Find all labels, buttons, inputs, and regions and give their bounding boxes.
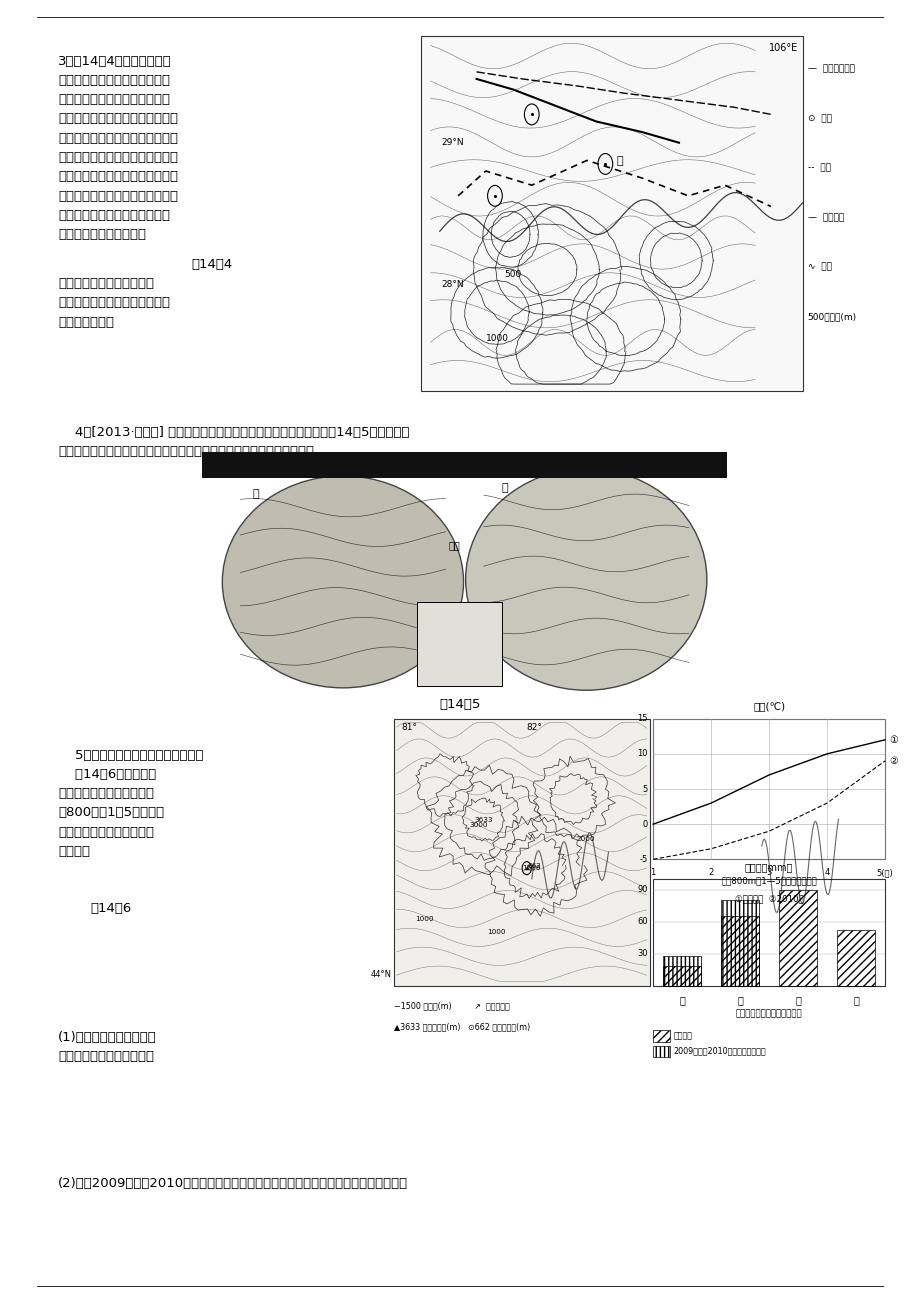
- Text: 图14－4: 图14－4: [191, 258, 232, 271]
- Bar: [720, 917, 759, 986]
- Text: 44°N: 44°N: [370, 970, 391, 979]
- Bar: [652, 879, 884, 986]
- Text: 500等高线(m): 500等高线(m): [807, 312, 856, 322]
- Text: 两区域中任选其一，概述其聚落分布特点和有利于农业生产的自然条件。: 两区域中任选其一，概述其聚落分布特点和有利于农业生产的自然条件。: [58, 445, 313, 458]
- Bar: [836, 930, 875, 986]
- Text: 降水量（mm）: 降水量（mm）: [744, 862, 792, 872]
- Text: 3: 3: [766, 868, 771, 878]
- Text: 28°N: 28°N: [441, 280, 464, 289]
- Text: -5: -5: [639, 855, 647, 863]
- Ellipse shape: [222, 475, 463, 687]
- Text: 拔800米处1－5月气温变: 拔800米处1－5月气温变: [58, 806, 164, 819]
- Text: 海拔800m处1—5月气温变化示意: 海拔800m处1—5月气温变化示意: [720, 876, 816, 885]
- Text: --  铁路: -- 铁路: [807, 164, 830, 173]
- Text: 60: 60: [636, 917, 647, 926]
- Bar: [652, 1030, 669, 1042]
- Text: 外。酿造该种白酒的原料主要为: 外。酿造该种白酒的原料主要为: [58, 94, 170, 107]
- Text: 化和图中城市附近的降水季: 化和图中城市附近的降水季: [58, 825, 153, 838]
- Text: 5(月): 5(月): [876, 868, 892, 878]
- Text: (2)指出2009年冬至2010年春该地区降水和气温的突出变化，并说明其对河谷地区农业生: (2)指出2009年冬至2010年春该地区降水和气温的突出变化，并说明其对河谷地…: [58, 1177, 408, 1190]
- Text: 地区进行农业生产的条件。: 地区进行农业生产的条件。: [58, 1051, 153, 1064]
- Text: 4．[2013·北京卷] 中华大地幅员辽阔，历史悠久，文化灿烂。读图14－5，在甲、乙: 4．[2013·北京卷] 中华大地幅员辽阔，历史悠久，文化灿烂。读图14－5，在…: [58, 426, 409, 439]
- Text: 图14－6中的三幅图: 图14－6中的三幅图: [58, 768, 156, 781]
- Text: 1: 1: [650, 868, 655, 878]
- Text: ▲3633 山峰及海拔(m)   ⊙662 城市及海拔(m): ▲3633 山峰及海拔(m) ⊙662 城市及海拔(m): [393, 1022, 529, 1031]
- Bar: [421, 36, 802, 391]
- Text: ②: ②: [889, 756, 898, 766]
- Text: ∿  河流: ∿ 河流: [807, 263, 831, 272]
- Text: 春: 春: [736, 995, 743, 1005]
- Text: 集，其中甲市出产的白酒驰名中: 集，其中甲市出产的白酒驰名中: [58, 74, 170, 87]
- Text: ⊙  城市: ⊙ 城市: [807, 115, 831, 124]
- Text: 1000: 1000: [485, 335, 508, 342]
- Text: −1500 等高线(m)         ↗  河流及瀑布: −1500 等高线(m) ↗ 河流及瀑布: [393, 1001, 509, 1010]
- Text: 29°N: 29°N: [441, 138, 464, 147]
- Text: 利与不利因素。: 利与不利因素。: [58, 315, 114, 328]
- Text: 0: 0: [641, 820, 647, 828]
- Text: 红高粱一般不施用化肥和农药。为: 红高粱一般不施用化肥和农药。为: [58, 151, 177, 164]
- Text: 城市附近降水量季节分配示意: 城市附近降水量季节分配示意: [735, 1009, 801, 1018]
- Text: 5．阅读图文材料，完成下列各题。: 5．阅读图文材料，完成下列各题。: [58, 749, 203, 762]
- Text: 90: 90: [637, 885, 647, 894]
- Text: 处种植糯红高粱，但糯红高粱离开: 处种植糯红高粱，但糯红高粱离开: [58, 190, 177, 203]
- Text: ①多年平均  ②2010年: ①多年平均 ②2010年: [734, 894, 802, 904]
- Bar: [777, 889, 817, 986]
- Text: —  高速公路: — 高速公路: [807, 214, 843, 223]
- Text: 110°: 110°: [422, 673, 438, 680]
- Text: 为了确保白酒品质，当地种植的糯: 为了确保白酒品质，当地种植的糯: [58, 132, 177, 145]
- Text: 质量变差、减产等问题。: 质量变差、减产等问题。: [58, 228, 146, 241]
- Text: 662: 662: [527, 862, 540, 868]
- Text: 乙: 乙: [501, 483, 508, 493]
- Text: 冬: 冬: [678, 995, 685, 1005]
- Bar: [662, 966, 700, 986]
- Text: 1000: 1000: [414, 915, 433, 922]
- Bar: [652, 719, 884, 859]
- Text: —  省级行政区界: — 省级行政区界: [807, 65, 854, 74]
- Text: 了增加产量，农业专家曾尝试在他: 了增加产量，农业专家曾尝试在他: [58, 171, 177, 184]
- Bar: [202, 452, 726, 478]
- Text: 图14－5: 图14－5: [439, 698, 480, 711]
- Text: 500: 500: [504, 271, 521, 279]
- Text: 106°E: 106°E: [768, 43, 798, 53]
- Text: 图14－6: 图14－6: [90, 902, 131, 915]
- Text: 甲: 甲: [616, 156, 622, 165]
- Text: 夏: 夏: [794, 995, 800, 1005]
- Text: ①: ①: [889, 734, 898, 745]
- Text: 甲: 甲: [252, 490, 259, 499]
- Text: 1000: 1000: [486, 930, 505, 935]
- Text: 1500: 1500: [522, 865, 540, 871]
- Text: 2000: 2000: [575, 836, 595, 842]
- Text: 10: 10: [637, 750, 647, 758]
- Text: 秋: 秋: [852, 995, 858, 1005]
- Text: 4: 4: [823, 868, 829, 878]
- Bar: [393, 719, 649, 986]
- Bar: [417, 602, 502, 686]
- Bar: [720, 900, 759, 986]
- Text: 3000: 3000: [469, 823, 487, 828]
- Text: 其原产地仅数十千米，便会出现: 其原产地仅数十千米，便会出现: [58, 208, 170, 221]
- Text: 15: 15: [637, 715, 647, 723]
- Text: 聚落: 聚落: [448, 540, 460, 551]
- Text: 分别示意某地区的地形、海: 分别示意某地区的地形、海: [58, 788, 153, 801]
- Text: 3．图14－4所示区域人口密: 3．图14－4所示区域人口密: [58, 55, 172, 68]
- Bar: [662, 956, 700, 986]
- Text: 边地区发展糯红高粱种植业的有: 边地区发展糯红高粱种植业的有: [58, 297, 170, 310]
- Text: 节分配。: 节分配。: [58, 845, 90, 858]
- Bar: [652, 1046, 669, 1057]
- Ellipse shape: [465, 469, 706, 690]
- Text: 多年平均: 多年平均: [673, 1031, 692, 1040]
- Text: 2: 2: [708, 868, 713, 878]
- Text: 30: 30: [636, 949, 647, 958]
- Text: (1)评价图中城市所在河谷: (1)评价图中城市所在河谷: [58, 1031, 156, 1044]
- Text: 生长在甲市周边区域的糯红高粱。: 生长在甲市周边区域的糯红高粱。: [58, 112, 177, 125]
- Text: 根据图文资料，分析甲市周: 根据图文资料，分析甲市周: [58, 277, 153, 290]
- Text: 5: 5: [641, 785, 647, 793]
- Text: 82°: 82°: [527, 723, 542, 732]
- Text: 2009年冬至2010年春超平均降水量: 2009年冬至2010年春超平均降水量: [673, 1047, 766, 1056]
- Text: 81°: 81°: [401, 723, 416, 732]
- Text: 气温(℃): 气温(℃): [753, 700, 784, 711]
- Text: 3633: 3633: [473, 818, 492, 823]
- Text: 120°: 120°: [480, 673, 497, 680]
